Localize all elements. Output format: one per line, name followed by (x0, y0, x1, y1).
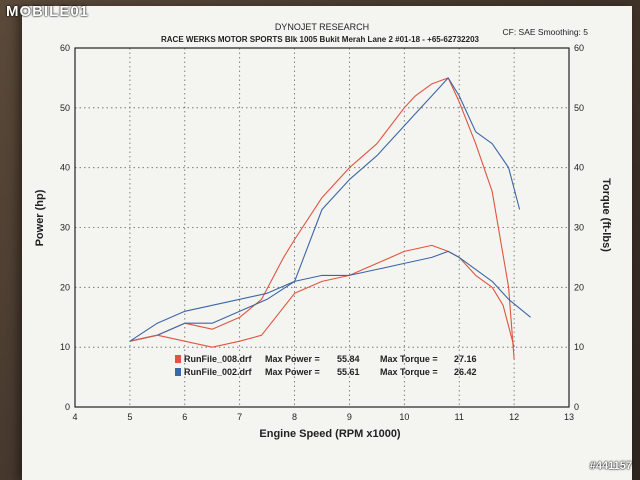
y-left-tick-label: 30 (60, 223, 70, 233)
header-company: DYNOJET RESEARCH (275, 22, 369, 32)
y-left-tick-label: 50 (60, 103, 70, 113)
x-tick-label: 11 (455, 412, 464, 422)
legend-maxtorque-run002: 26.42 (454, 367, 477, 377)
y-left-axis-label: Power (hp) (34, 189, 46, 246)
x-tick-labels: 4 5 6 7 8 9 10 11 12 13 (72, 412, 574, 422)
y-right-tick-labels: 0 10 20 30 40 50 60 (574, 43, 584, 412)
series-line-run008-torque (129, 244, 515, 348)
y-right-axis-label: Torque (ft-lbs) (600, 178, 612, 252)
y-left-tick-label: 10 (60, 342, 70, 352)
x-tick-label: 6 (182, 412, 187, 422)
chart-series (129, 77, 531, 360)
y-right-tick-label: 20 (574, 282, 584, 292)
y-left-tick-labels: 0 10 20 30 40 50 60 (60, 43, 70, 412)
watermark-logo: MOBILE01 (6, 3, 90, 20)
legend-file-run008: RunFile_008.drf (184, 354, 253, 364)
legend-maxpower-run008: 55.84 (337, 354, 360, 364)
header-shop: RACE WERKS MOTOR SPORTS Blk 1005 Bukit M… (161, 35, 480, 44)
legend-swatch-run008 (175, 355, 181, 363)
legend-entry-run008: RunFile_008.drf Max Power = 55.84 Max To… (175, 354, 477, 364)
x-axis-label: Engine Speed (RPM x1000) (259, 428, 401, 440)
header-correction: CF: SAE Smoothing: 5 (502, 27, 588, 37)
legend-file-run002: RunFile_002.drf (184, 367, 253, 377)
x-tick-label: 8 (292, 412, 297, 422)
x-tick-label: 5 (127, 412, 132, 422)
y-right-tick-label: 0 (574, 402, 579, 412)
y-right-tick-label: 30 (574, 223, 584, 233)
chart-grid (75, 48, 569, 407)
y-right-tick-label: 10 (574, 342, 584, 352)
y-left-tick-label: 60 (60, 43, 70, 53)
legend-maxtorque-label-run002: Max Torque = (380, 367, 438, 377)
x-tick-label: 10 (399, 412, 409, 422)
dyno-printout-sheet (22, 6, 632, 480)
legend-maxtorque-run008: 27.16 (454, 354, 477, 364)
series-line-run002-power (129, 77, 521, 342)
y-left-tick-label: 20 (60, 282, 70, 292)
legend-maxpower-run002: 55.61 (337, 367, 360, 377)
legend-maxpower-label-run008: Max Power = (265, 354, 320, 364)
legend-entry-run002: RunFile_002.drf Max Power = 55.61 Max To… (175, 367, 477, 377)
x-tick-label: 7 (237, 412, 242, 422)
photo-id-label: #441157 (589, 460, 632, 472)
y-right-tick-label: 50 (574, 103, 584, 113)
x-tick-label: 12 (509, 412, 519, 422)
x-tick-label: 13 (564, 412, 574, 422)
plot-frame (74, 47, 570, 408)
series-line-run002-torque (129, 250, 531, 342)
y-left-tick-label: 0 (65, 402, 70, 412)
y-right-tick-label: 60 (574, 43, 584, 53)
x-tick-label: 4 (72, 412, 77, 422)
chart-legend: RunFile_008.drf Max Power = 55.84 Max To… (175, 354, 477, 377)
legend-swatch-run002 (175, 368, 181, 376)
legend-maxpower-label-run002: Max Power = (265, 367, 320, 377)
legend-maxtorque-label-run008: Max Torque = (380, 354, 438, 364)
x-tick-label: 9 (347, 412, 352, 422)
y-right-tick-label: 40 (574, 163, 584, 173)
y-left-tick-label: 40 (60, 163, 70, 173)
series-line-run008-power (129, 77, 515, 360)
